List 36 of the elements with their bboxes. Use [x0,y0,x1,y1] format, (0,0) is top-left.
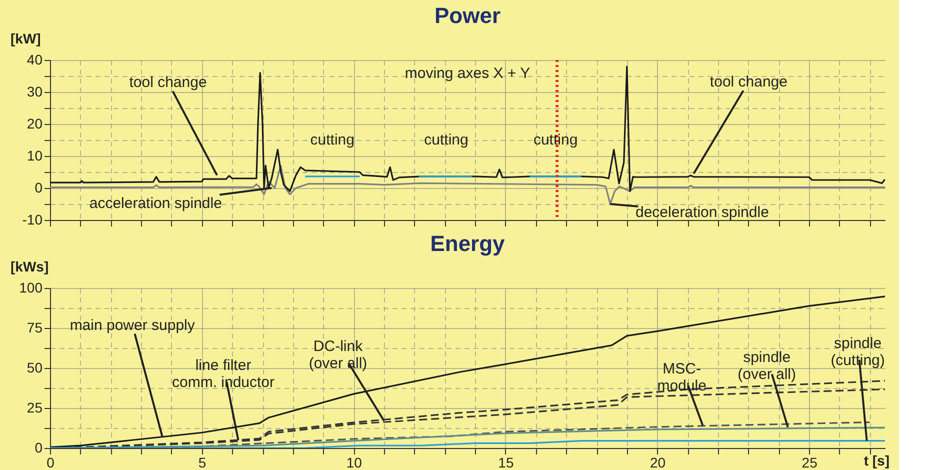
x-tick-label: 15 [498,454,514,470]
y-tick-label: 100 [19,280,43,296]
annotation: tool change [129,74,207,92]
annotation: moving axes X + Y [404,64,530,82]
y-tick-label: 30 [26,84,43,100]
x-axis-title: t [s] [864,452,890,468]
x-tick-label: 0 [46,454,55,470]
annotation: DC-link (over all) [308,338,368,372]
annotation: deceleration spindle [635,204,769,221]
annotation: spindle (over all) [738,349,796,384]
annotation: MSC- module [657,360,706,395]
y-tick-label: 20 [26,116,43,132]
y-tick-label: 40 [26,52,43,68]
annotation: cutting [533,131,578,148]
y-tick-label: 75 [26,320,43,336]
y-tick-label: 50 [26,360,43,376]
y-tick-label: 0 [34,180,43,196]
y-axis-title: [kW] [10,30,41,46]
annotation: line filter comm. inductor [172,357,275,391]
chart-title: Energy [430,231,506,256]
x-tick-label: 10 [346,454,362,470]
annotation: acceleration spindle [89,195,222,212]
y-tick-label: -10 [22,212,43,228]
x-tick-label: 25 [802,454,818,470]
y-tick-label: 10 [26,148,43,164]
annotation: spindle (cutting) [830,334,885,369]
annotation: cutting [310,131,354,148]
x-tick-label: 20 [650,454,666,470]
y-axis-title: [kWs] [10,258,49,274]
annotation: main power supply [70,316,196,334]
x-tick-label: 5 [198,454,206,470]
y-tick-label: 0 [34,440,43,456]
chart-title: Power [434,3,501,28]
annotation: cutting [424,131,468,148]
annotation: tool change [710,74,788,91]
y-tick-label: 25 [26,400,43,416]
